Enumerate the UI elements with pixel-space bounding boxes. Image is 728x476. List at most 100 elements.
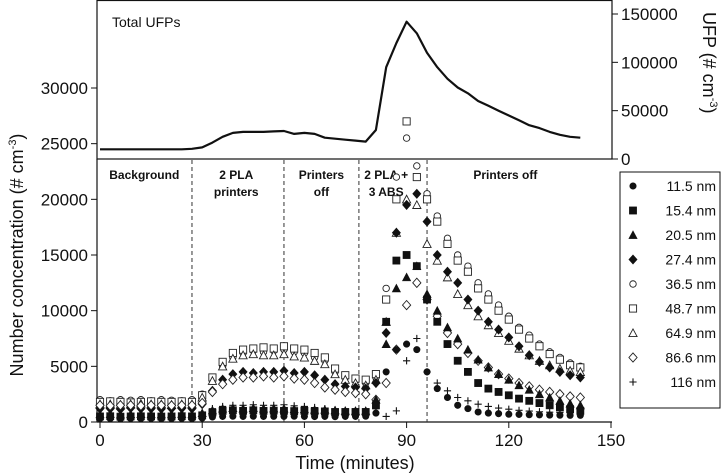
legend-label: 64.9 nm [665,325,716,341]
data-point [392,195,401,204]
data-point [290,402,298,410]
y-tick-label: 30000 [41,79,88,98]
data-point [525,407,533,415]
data-point [341,406,349,414]
legend-item: 15.4 nm [629,203,716,219]
data-point [258,350,269,360]
top-y-axis-title-end: ) [699,107,719,113]
x-tick-label: 60 [295,431,314,450]
data-point [463,300,473,310]
legend-item: 48.7 nm [628,301,716,317]
data-point [515,406,523,414]
data-point [463,267,472,276]
data-point [413,334,421,343]
legend-marker-open-circle-icon [629,280,637,288]
data-point [270,412,278,420]
data-point [474,379,483,387]
data-point [413,162,421,170]
phase-label: 2 PLA + [364,168,408,182]
legend-label: 15.4 nm [665,203,716,219]
data-point [116,414,125,422]
data-point [484,409,492,417]
data-point [422,238,432,248]
data-point [514,325,524,334]
data-point [433,379,441,387]
data-point [382,317,391,326]
data-point [96,413,104,422]
data-point [392,346,400,354]
data-point [432,255,443,265]
data-point [229,412,237,420]
data-point [545,362,555,373]
x-tick-label: 90 [397,431,416,450]
data-point [484,295,493,304]
data-point [412,188,422,199]
data-point [280,401,288,409]
top-y-tick-label: 150000 [621,5,678,24]
data-point [279,342,289,351]
legend-item: 64.9 nm [628,325,716,341]
data-point [402,134,411,142]
y-tick-label: 20000 [41,190,88,209]
data-point [575,372,585,383]
legend-item: 11.5 nm [629,178,716,194]
data-point [270,401,278,409]
data-point [157,414,165,422]
legend-label: 48.7 nm [665,301,716,317]
data-point [147,413,155,422]
data-point [422,195,432,204]
data-point [546,408,554,416]
data-point [494,388,503,396]
legend-item: 27.4 nm [628,252,716,268]
data-point [443,393,452,402]
phase-label: Printers [299,168,345,182]
data-point [525,396,534,405]
data-point [300,345,309,354]
data-point [504,332,514,343]
data-point [289,351,300,361]
legend-label: 86.6 nm [665,350,716,366]
data-point [545,392,555,402]
legend-label: 11.5 nm [666,178,716,194]
legend-label: 116 nm [670,374,716,390]
data-point [443,239,452,248]
data-point [412,262,421,271]
legend-marker-filled-circle-icon [629,182,637,190]
data-point [299,352,310,362]
data-point [340,386,350,398]
x-axis-title: Time (minutes) [295,453,414,473]
data-point [331,406,339,414]
top-y-axis-title-sup: -3 [707,98,719,108]
data-point [454,393,462,402]
data-point [423,295,431,304]
x-tick-label: 30 [193,431,212,450]
data-point [504,374,514,384]
data-point [228,353,238,363]
data-point [442,266,452,277]
data-point [258,371,269,382]
x-tick-label: 150 [597,431,625,450]
top-y-axis-title: UFP (# cm-3) [699,12,719,113]
data-point [474,284,483,293]
data-point [259,343,268,352]
data-point [279,349,289,359]
data-point [239,412,247,420]
x-tick-label: 0 [95,431,104,450]
data-point [534,389,545,399]
data-point [411,199,422,209]
data-point [454,401,462,409]
data-point [300,402,308,411]
top-y-tick-label: 50000 [621,102,668,121]
data-point [453,277,463,288]
data-point [401,299,412,311]
data-point [311,403,319,412]
top-panel-total-ufp: Total UFPs 0 50000 100000 150000 UFP (# cm-… [96,0,719,169]
data-point [392,173,401,181]
data-point [555,396,565,405]
data-point [350,387,361,399]
data-point [402,272,412,282]
phase-label: off [314,185,330,199]
data-point [269,372,279,383]
data-point [208,413,216,421]
data-point [391,227,401,238]
